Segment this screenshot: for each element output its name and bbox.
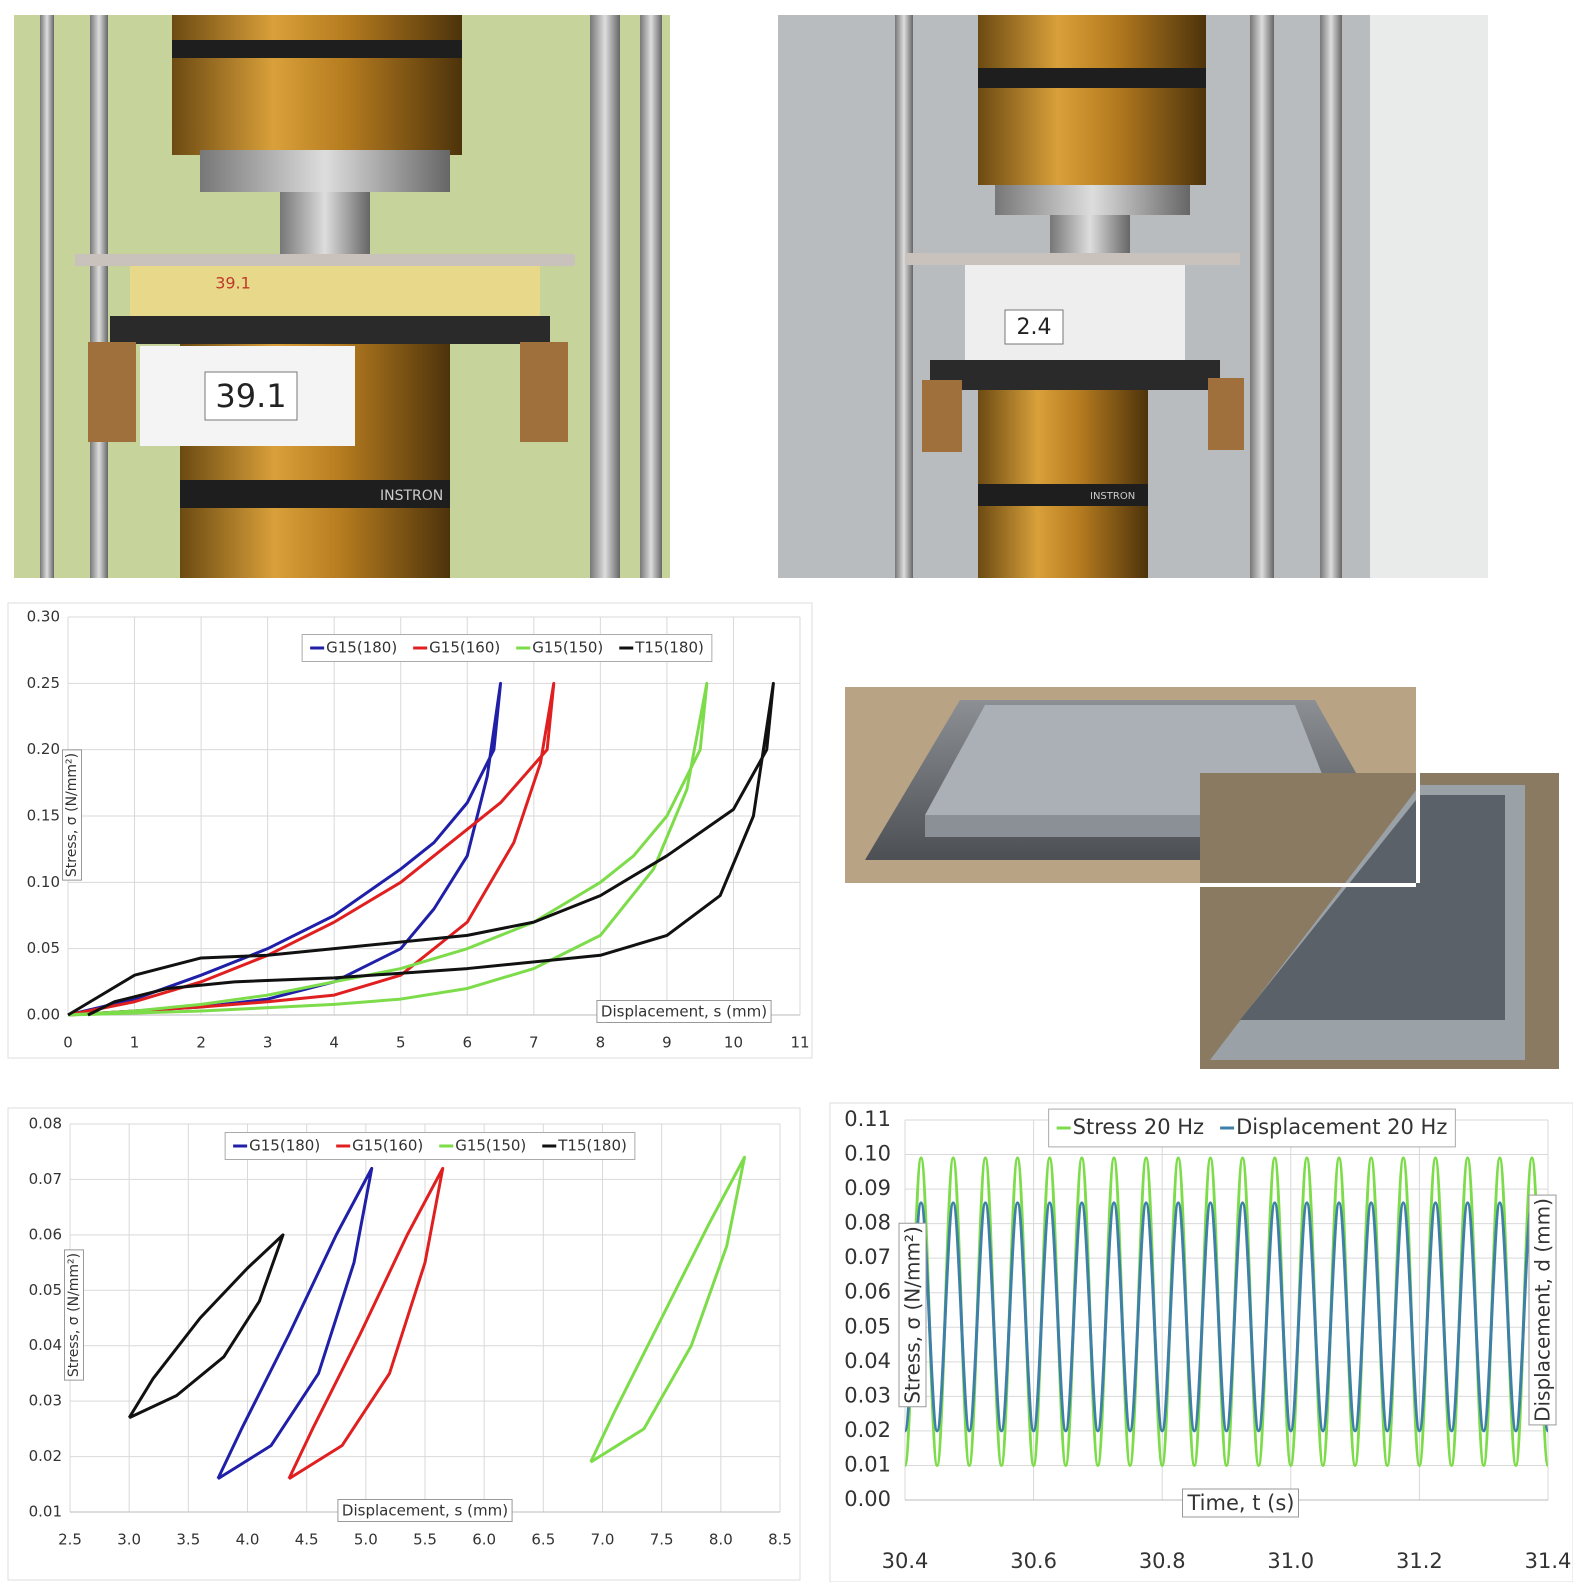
x-tick-label: 30.4 (882, 1549, 929, 1573)
photo-test-rig-2: 2.4 INSTRON (778, 15, 1488, 578)
photo-test-rig-1: 39.1 39.1 INSTRON (14, 15, 670, 578)
y-tick-label: 0.06 (844, 1280, 891, 1304)
y-tick-label: 0.04 (29, 1336, 62, 1354)
legend: Stress 20 Hz Displacement 20 Hz (1049, 1109, 1456, 1147)
x-tick-label: 10 (724, 1034, 743, 1052)
legend-label: G15(180) (326, 639, 397, 657)
legend-label: G15(180) (249, 1137, 320, 1155)
x-tick-label: 30.8 (1139, 1549, 1186, 1573)
y-tick-label: 0.11 (844, 1107, 891, 1131)
x-tick-label: 8.5 (768, 1531, 792, 1549)
x-axis-label: Displacement, s (mm) (342, 1502, 508, 1520)
figure: 39.1 39.1 INSTRON 2.4 INSTRON (0, 0, 1573, 1582)
photo-label: 39.1 (215, 377, 286, 415)
x-tick-label: 4 (329, 1034, 339, 1052)
photo-brand: INSTRON (1090, 491, 1135, 502)
x-axis-label-group: Time, t (s) (1183, 1489, 1299, 1517)
x-tick-label: 4.5 (295, 1531, 319, 1549)
y-tick-label: 0.15 (27, 807, 60, 825)
y-axis-label: Stress, σ (N/mm²) (64, 753, 80, 877)
photo-mark: 39.1 (215, 274, 251, 293)
x-tick-label: 30.6 (1010, 1549, 1057, 1573)
y-tick-label: 0.05 (27, 939, 60, 957)
legend-label: G15(150) (455, 1137, 526, 1155)
chart-panel (8, 603, 812, 1058)
y-axis-label-group: Stress, σ (N/mm²) (65, 1250, 84, 1380)
legend-label: G15(150) (532, 639, 603, 657)
photo-brand: INSTRON (380, 488, 443, 504)
x-tick-label: 1 (130, 1034, 140, 1052)
y-tick-label: 0.02 (29, 1447, 62, 1465)
x-tick-label: 6 (462, 1034, 472, 1052)
x-tick-label: 6.5 (531, 1531, 555, 1549)
y-tick-label: 0.07 (29, 1170, 62, 1188)
y-tick-label: 0.02 (844, 1418, 891, 1442)
y-tick-label: 0.05 (844, 1314, 891, 1338)
y-axis-label: Stress, σ (N/mm²) (66, 1253, 82, 1377)
x-axis-label: Displacement, s (mm) (601, 1003, 767, 1021)
y-tick-label: 0.09 (844, 1176, 891, 1200)
y-tick-label: 0.07 (844, 1245, 891, 1269)
x-tick-label: 31.4 (1525, 1549, 1572, 1573)
x-tick-label: 0 (63, 1034, 73, 1052)
y-tick-label: 0.05 (29, 1281, 62, 1299)
x-tick-label: 3 (263, 1034, 273, 1052)
x-tick-label: 8 (596, 1034, 606, 1052)
legend-label: Stress 20 Hz (1073, 1115, 1204, 1139)
legend-label: T15(180) (634, 639, 704, 657)
x-tick-label: 8.0 (709, 1531, 733, 1549)
x-tick-label: 5.0 (354, 1531, 378, 1549)
y-axis-label-group: Stress, σ (N/mm²) (899, 1223, 926, 1407)
y-tick-label: 0.25 (27, 674, 60, 692)
x-axis-label-group: Displacement, s (mm) (338, 1500, 512, 1522)
y2-axis-label-group: Displacement, d (mm) (1529, 1195, 1556, 1425)
y-tick-label: 0.10 (27, 873, 60, 891)
legend-label: G15(160) (352, 1137, 423, 1155)
x-tick-label: 4.0 (236, 1531, 260, 1549)
x-tick-label: 5.5 (413, 1531, 437, 1549)
y-tick-label: 0.30 (27, 608, 60, 626)
y-axis-label-group: Stress, σ (N/mm²) (63, 750, 82, 880)
y-tick-label: 0.10 (844, 1142, 891, 1166)
y-tick-label: 0.01 (844, 1452, 891, 1476)
x-tick-label: 31.0 (1267, 1549, 1314, 1573)
x-tick-label: 7.5 (650, 1531, 674, 1549)
x-tick-label: 7.0 (591, 1531, 615, 1549)
y-tick-label: 0.00 (27, 1006, 60, 1024)
y-tick-label: 0.00 (844, 1487, 891, 1511)
y2-axis-label: Displacement, d (mm) (1531, 1198, 1555, 1422)
x-tick-label: 3.5 (176, 1531, 200, 1549)
x-tick-label: 2.5 (58, 1531, 82, 1549)
legend: G15(180) G15(160) G15(150) T15(180) (225, 1133, 635, 1160)
y-tick-label: 0.08 (29, 1115, 62, 1133)
y-axis-label: Stress, σ (N/mm²) (901, 1226, 925, 1404)
photo-plate-2 (1200, 773, 1559, 1069)
legend-label: T15(180) (557, 1137, 627, 1155)
x-tick-label: 3.0 (117, 1531, 141, 1549)
legend: G15(180) G15(160) G15(150) T15(180) (302, 635, 712, 662)
x-tick-label: 31.2 (1396, 1549, 1443, 1573)
y-tick-label: 0.08 (844, 1211, 891, 1235)
x-tick-label: 2 (196, 1034, 206, 1052)
y-tick-label: 0.03 (29, 1392, 62, 1410)
y-tick-label: 0.20 (27, 740, 60, 758)
x-tick-label: 9 (662, 1034, 672, 1052)
y-tick-label: 0.01 (29, 1503, 62, 1521)
legend-label: Displacement 20 Hz (1236, 1115, 1447, 1139)
y-tick-label: 0.06 (29, 1225, 62, 1243)
x-tick-label: 11 (790, 1034, 809, 1052)
y-tick-label: 0.03 (844, 1383, 891, 1407)
legend-label: G15(160) (429, 639, 500, 657)
x-tick-label: 6.0 (472, 1531, 496, 1549)
x-tick-label: 7 (529, 1034, 539, 1052)
x-tick-label: 5 (396, 1034, 406, 1052)
y-tick-label: 0.04 (844, 1349, 891, 1373)
photo-label: 2.4 (1017, 315, 1052, 340)
x-axis-label-group: Displacement, s (mm) (597, 1001, 771, 1023)
x-axis-label: Time, t (s) (1187, 1491, 1295, 1515)
